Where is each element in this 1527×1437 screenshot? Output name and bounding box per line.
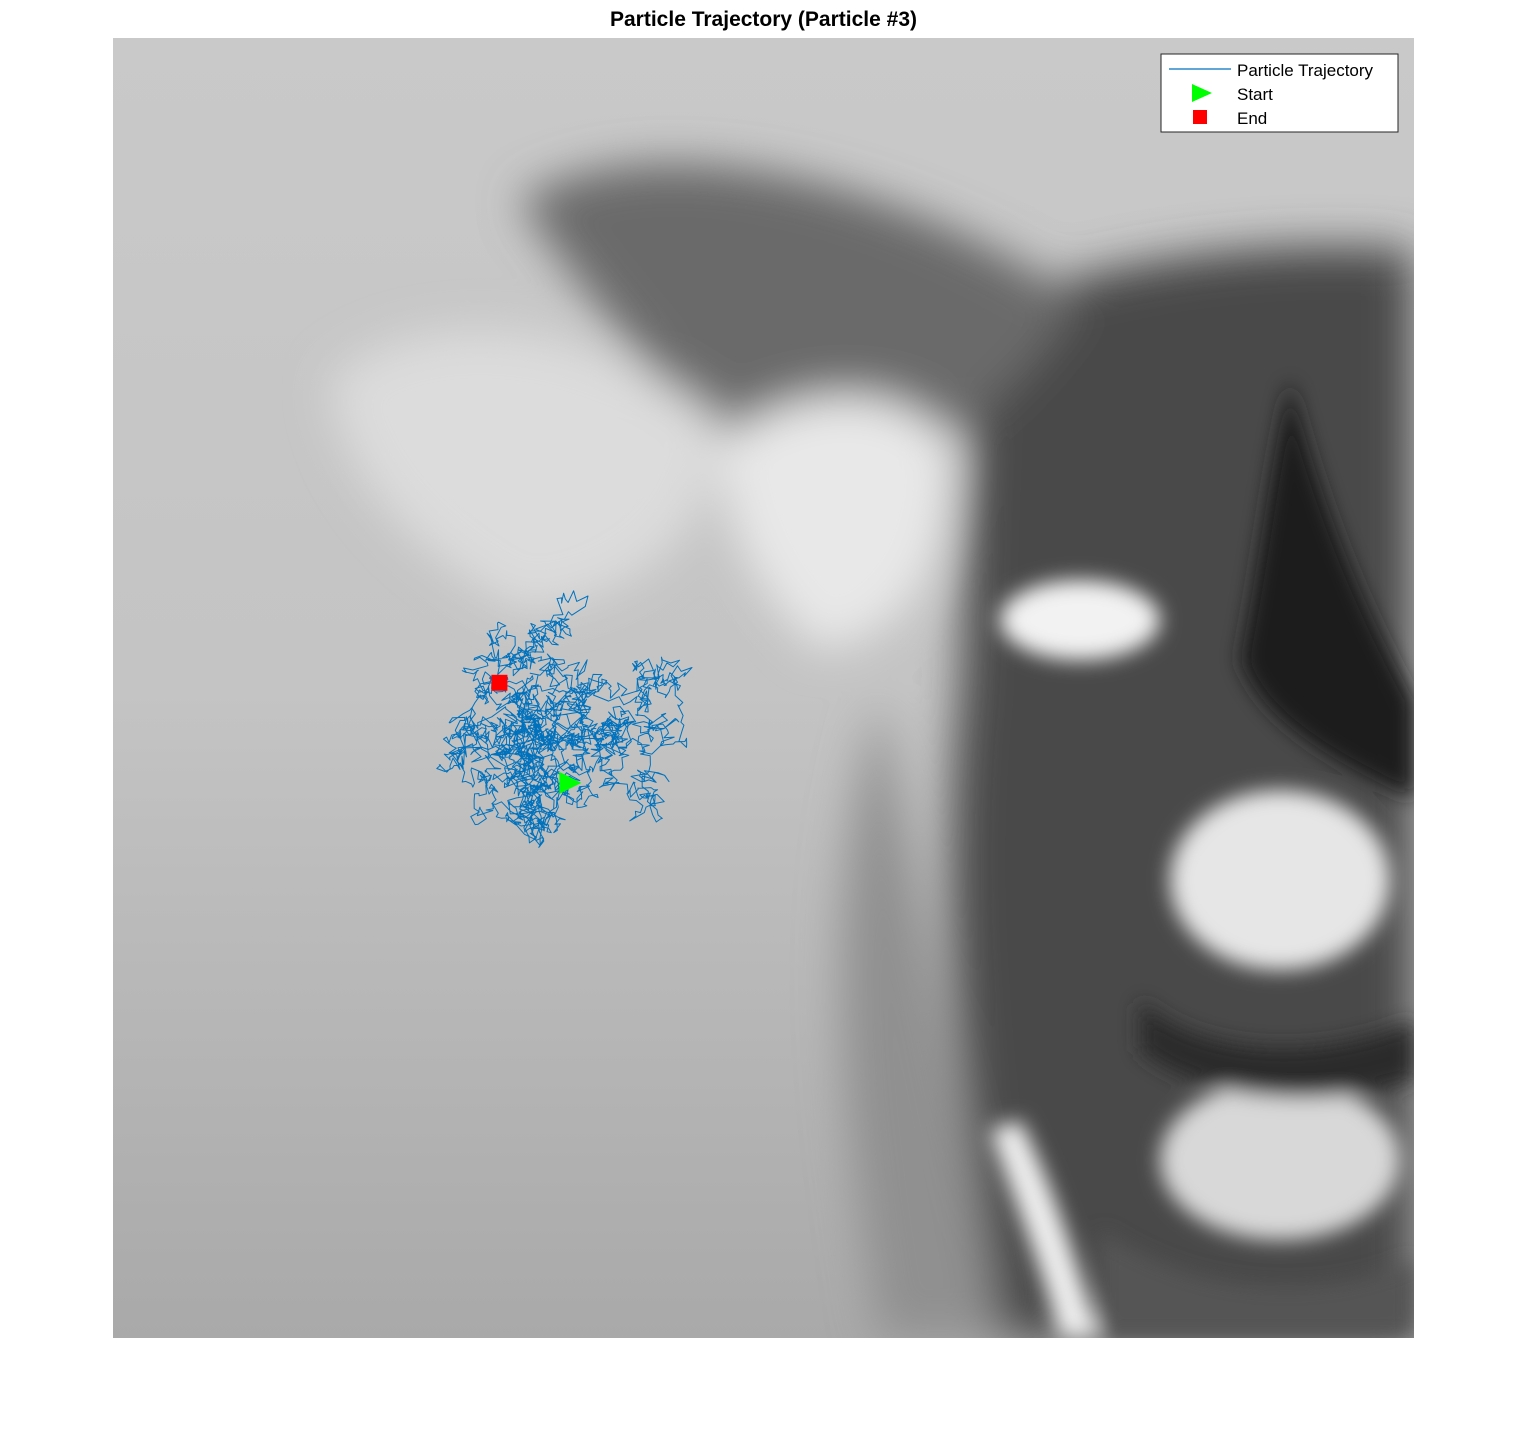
trajectory-layer [436,590,693,848]
start-marker [559,771,582,794]
background-image [113,38,1414,1338]
legend: Particle Trajectory Start End [1160,53,1399,133]
legend-start-swatch [1192,84,1212,102]
end-marker [491,674,508,691]
marker-layer [491,674,582,794]
chart-title: Particle Trajectory (Particle #3) [610,8,917,31]
legend-start-label: Start [1237,85,1273,104]
legend-trajectory-label: Particle Trajectory [1237,61,1374,80]
legend-end-label: End [1237,109,1267,128]
legend-end-swatch [1193,110,1207,124]
trajectory-line [436,590,693,848]
